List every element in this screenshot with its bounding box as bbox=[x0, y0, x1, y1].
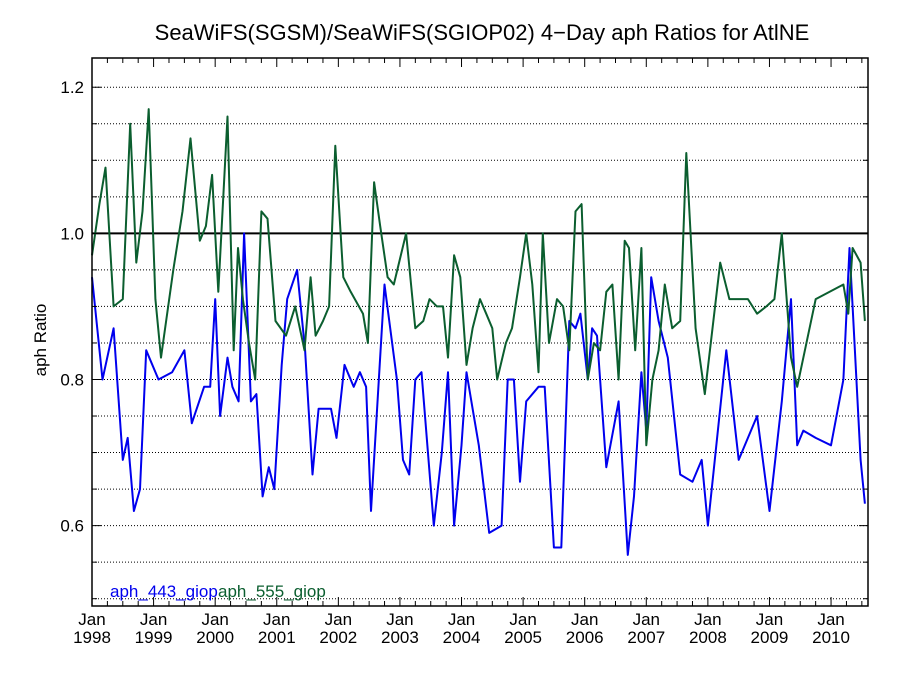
series-line-aph_555_giop bbox=[91, 108, 866, 447]
x-tick-label-year: 1999 bbox=[135, 628, 173, 647]
x-tick-label-year: 2005 bbox=[504, 628, 542, 647]
x-tick-label-month: Jan bbox=[756, 610, 783, 629]
grid bbox=[92, 86, 868, 600]
plot-frame bbox=[91, 57, 869, 607]
axis-ticks: 0.60.81.01.2Jan1998Jan1999Jan2000Jan2001… bbox=[60, 58, 868, 647]
x-tick-label-year: 2006 bbox=[566, 628, 604, 647]
x-tick-label-month: Jan bbox=[140, 610, 167, 629]
x-tick-label-year: 2007 bbox=[627, 628, 665, 647]
x-tick-label-year: 2000 bbox=[196, 628, 234, 647]
legend-entry-aph_443_giop: aph_443_giop bbox=[110, 582, 218, 601]
x-tick-label-year: 2008 bbox=[689, 628, 727, 647]
x-tick-label-month: Jan bbox=[325, 610, 352, 629]
chart-title: SeaWiFS(SGSM)/SeaWiFS(SGIOP02) 4−Day aph… bbox=[155, 20, 810, 45]
y-tick-label: 0.8 bbox=[60, 370, 84, 389]
y-axis-label: aph Ratio bbox=[31, 304, 50, 377]
legend-entry-aph_555_giop: aph_555_giop bbox=[218, 582, 326, 601]
series-layer bbox=[91, 108, 866, 556]
series-line-aph_443_giop bbox=[91, 232, 866, 556]
x-tick-label-year: 2004 bbox=[443, 628, 481, 647]
x-tick-label-month: Jan bbox=[78, 610, 105, 629]
y-tick-label: 1.2 bbox=[60, 78, 84, 97]
x-tick-label-year: 2010 bbox=[812, 628, 850, 647]
y-tick-label: 1.0 bbox=[60, 224, 84, 243]
x-tick-label-month: Jan bbox=[448, 610, 475, 629]
legend: aph_443_giop aph_555_giop bbox=[110, 582, 326, 601]
x-tick-label-month: Jan bbox=[633, 610, 660, 629]
x-tick-label-month: Jan bbox=[694, 610, 721, 629]
x-tick-label-month: Jan bbox=[817, 610, 844, 629]
x-tick-label-month: Jan bbox=[201, 610, 228, 629]
x-tick-label-year: 2009 bbox=[751, 628, 789, 647]
x-tick-label-year: 2001 bbox=[258, 628, 296, 647]
x-tick-label-month: Jan bbox=[571, 610, 598, 629]
x-tick-label-month: Jan bbox=[509, 610, 536, 629]
x-tick-label-month: Jan bbox=[263, 610, 290, 629]
x-tick-label-year: 1998 bbox=[73, 628, 111, 647]
y-tick-label: 0.6 bbox=[60, 517, 84, 536]
x-tick-label-year: 2002 bbox=[319, 628, 357, 647]
x-tick-label-year: 2003 bbox=[381, 628, 419, 647]
x-tick-label-month: Jan bbox=[386, 610, 413, 629]
